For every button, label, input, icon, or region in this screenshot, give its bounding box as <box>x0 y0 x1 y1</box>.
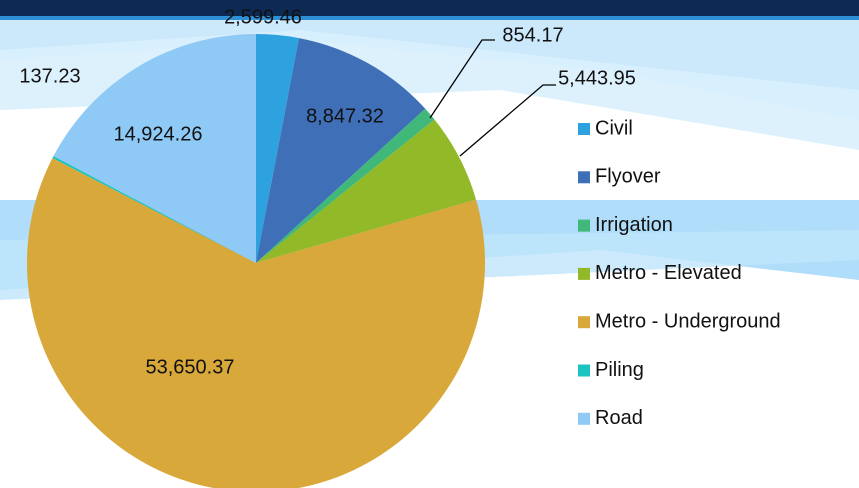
data-label: 53,650.37 <box>146 356 235 378</box>
data-label: 5,443.95 <box>558 67 636 89</box>
legend-label: Flyover <box>595 166 661 188</box>
pie-slice <box>256 119 477 263</box>
legend-swatch <box>578 364 590 377</box>
legend-swatch <box>578 171 590 184</box>
legend-swatch <box>578 412 590 425</box>
legend-label: Metro - Elevated <box>595 262 742 284</box>
pie-slice <box>256 38 426 264</box>
data-label: 8,847.32 <box>306 105 384 127</box>
legend-label: Civil <box>595 117 633 139</box>
leader-line <box>459 84 556 157</box>
legend-swatch <box>578 219 590 232</box>
legend-swatch <box>578 267 590 280</box>
pie-slice <box>256 108 435 263</box>
legend-swatch <box>578 123 590 135</box>
legend-label: Metro - Underground <box>595 310 781 332</box>
header-rule <box>0 16 859 20</box>
data-label: 854.17 <box>502 24 563 46</box>
data-label: 14,924.26 <box>114 123 203 145</box>
legend-swatch <box>578 316 590 329</box>
pie-slice <box>52 155 256 263</box>
data-label: 2,599.46 <box>224 6 302 28</box>
pie-slice <box>53 34 257 263</box>
legend-label: Road <box>595 407 643 429</box>
header-band <box>0 0 859 16</box>
pie-slice <box>256 34 300 263</box>
leader-line <box>429 39 495 119</box>
pie-slice <box>27 158 485 488</box>
legend-label: Piling <box>595 359 644 381</box>
legend-label: Irrigation <box>595 214 673 236</box>
data-label: 137.23 <box>19 65 80 87</box>
